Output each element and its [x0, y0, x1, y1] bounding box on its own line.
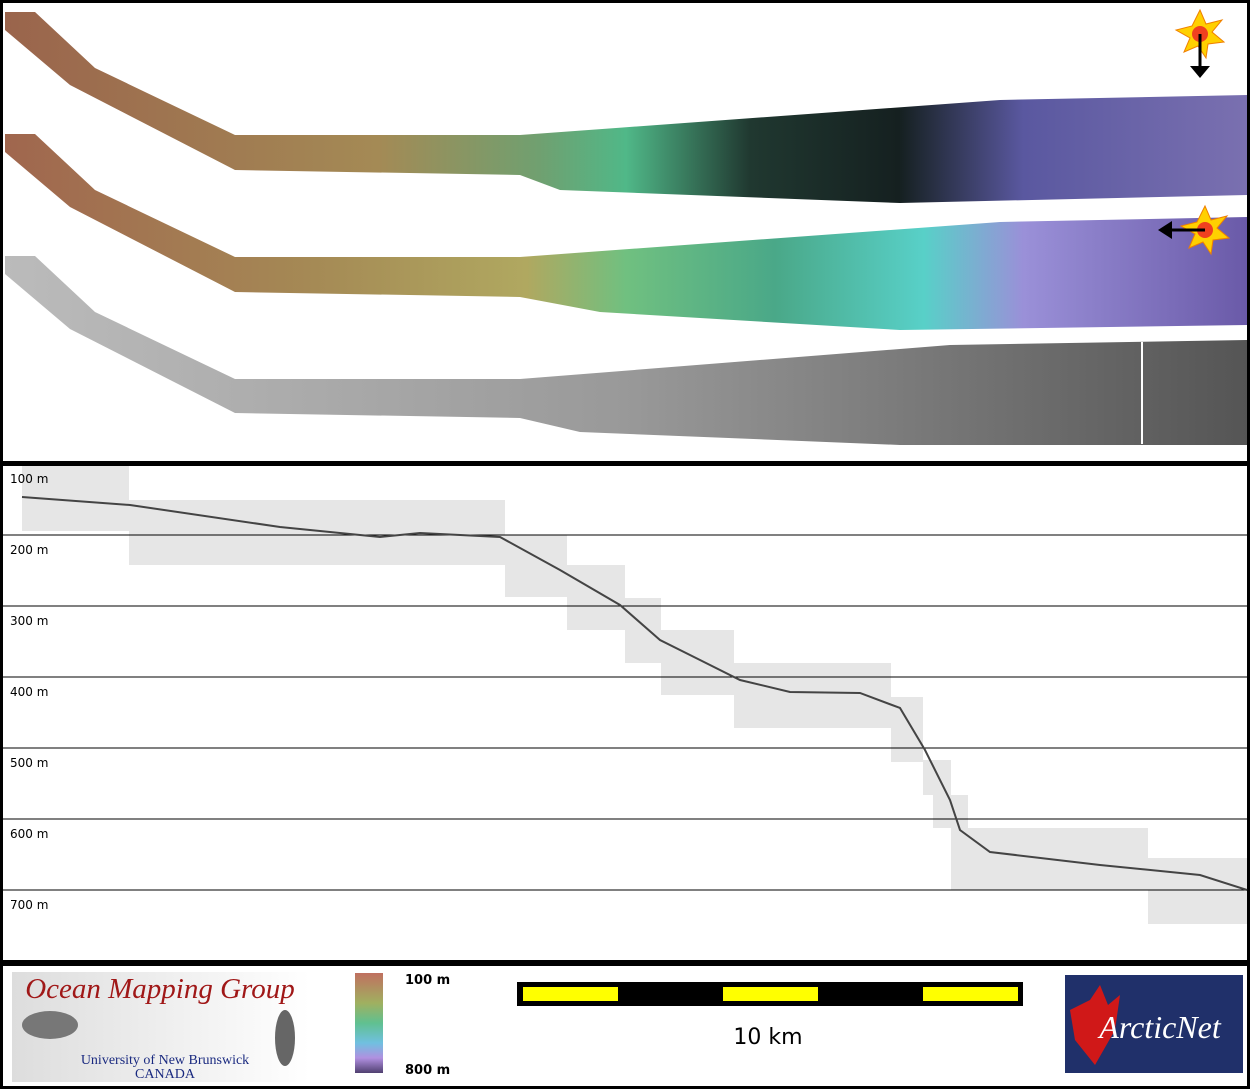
- omg-title: Ocean Mapping Group: [25, 973, 295, 1005]
- colorbar-top-label: 100 m: [405, 973, 450, 988]
- omg-line1: University of New Brunswick: [81, 1053, 249, 1068]
- arcticnet-title: ArcticNet: [1097, 1009, 1222, 1045]
- colorbar: [355, 973, 383, 1073]
- depth-label: 200 m: [10, 543, 48, 557]
- depth-label: 700 m: [10, 898, 48, 912]
- omg-line2: CANADA: [135, 1067, 196, 1082]
- scale-segment: [523, 987, 618, 1001]
- maple-leaf: [1070, 985, 1120, 1065]
- scale-segment: [923, 987, 1018, 1001]
- seafloor-profile: [21, 496, 1248, 891]
- backscatter-strip: [5, 256, 1247, 445]
- bathymetry-strip: [5, 12, 1247, 203]
- logo-art: [22, 1011, 78, 1039]
- depth-label: 300 m: [10, 614, 48, 628]
- depth-label: 100 m: [10, 472, 48, 486]
- sounding-blocks: [22, 466, 1247, 924]
- logo-art: [275, 1010, 295, 1066]
- scale-label: 10 km: [733, 1025, 802, 1050]
- sun-icon: [1174, 8, 1226, 78]
- bathymetry-strip: [5, 134, 1247, 330]
- sun-icon: [1158, 204, 1231, 256]
- depth-label: 400 m: [10, 685, 48, 699]
- scale-segment: [723, 987, 818, 1001]
- depth-label: 500 m: [10, 756, 48, 770]
- colorbar-bottom-label: 800 m: [405, 1063, 450, 1078]
- depth-axis: 100 m 200 m 300 m 400 m 500 m 600 m 700 m: [3, 472, 1247, 912]
- depth-label: 600 m: [10, 827, 48, 841]
